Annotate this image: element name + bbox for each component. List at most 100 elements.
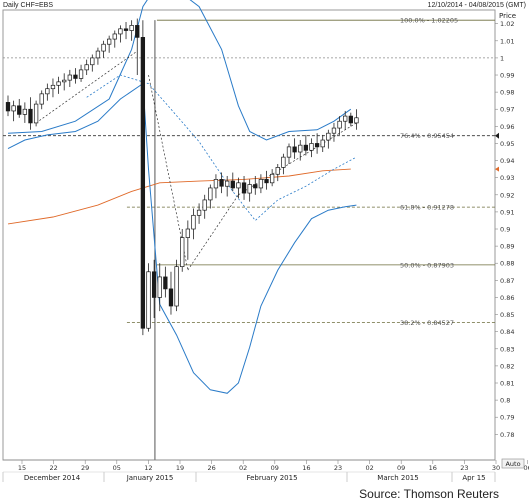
fib-level-label: 50.0% - 0.87903 (400, 261, 454, 269)
candle-up (45, 88, 50, 95)
month-label: December 2014 (24, 474, 81, 482)
candle-up (118, 28, 123, 35)
y-tick-label: 0.78 (500, 431, 514, 439)
candle-down (151, 271, 157, 298)
candle-up (146, 271, 151, 329)
y-tick-label: 0.81 (500, 380, 514, 388)
candle-up (320, 139, 325, 148)
month-label: March 2015 (377, 474, 418, 482)
candle-up (247, 184, 252, 194)
candle-up (354, 117, 359, 124)
month-label: Apr 15 (462, 474, 485, 482)
candle-up (107, 38, 112, 45)
candle-up (191, 214, 196, 230)
candle-down (163, 276, 168, 290)
candle-up (11, 105, 16, 112)
candle-up (298, 144, 303, 153)
x-tick-label: 29 (81, 464, 89, 472)
candle-up (78, 69, 84, 79)
y-tick-label: 0.97 (500, 106, 514, 114)
y-tick-label: 0.99 (500, 72, 514, 80)
ma-price-marker (495, 166, 499, 172)
candle-up (337, 120, 342, 129)
candle-up (269, 173, 275, 184)
candle-up (101, 43, 106, 52)
y-tick-label: 0.89 (500, 243, 514, 251)
candle-up (174, 266, 179, 307)
x-tick-label: 16 (302, 464, 310, 472)
candle-down (168, 288, 174, 307)
candle-down (17, 105, 22, 115)
candle-up (33, 103, 39, 124)
candle-down (73, 74, 78, 79)
y-tick-label: 0.82 (500, 362, 514, 370)
candle-up (326, 132, 331, 141)
y-tick-label: 1.02 (500, 20, 514, 28)
y-tick-label: 0.94 (500, 157, 514, 165)
candle-down (140, 37, 146, 329)
x-tick-label: 15 (18, 464, 26, 472)
auto-scale-label: Auto (505, 460, 520, 468)
candle-up (112, 33, 117, 40)
x-tick-label: 16 (429, 464, 437, 472)
candle-up (157, 276, 162, 298)
lower-band-line (7, 82, 357, 394)
trend-line (238, 122, 357, 196)
candle-up (129, 25, 134, 31)
y-tick-label: 1.01 (500, 37, 514, 45)
fibonacci-levels: 100.0% - 1.02205 76.4% - 0.95454 61.8% - 0… (3, 17, 495, 460)
fib-level-label: 76.4% - 0.95454 (400, 132, 454, 140)
middle-band-line (86, 74, 357, 222)
x-tick-label: 06 (523, 464, 529, 472)
candle-up (22, 108, 28, 115)
x-tick-label: 05 (113, 464, 121, 472)
y-tick-label: 0.92 (500, 191, 514, 199)
candle-down (314, 143, 320, 148)
candle-down (264, 179, 269, 184)
candle-up (62, 79, 67, 83)
y-tick-label: 0.8 (500, 397, 510, 405)
candle-up (225, 180, 230, 187)
candle-up (208, 187, 213, 201)
candle-up (56, 81, 61, 86)
candle-up (309, 143, 314, 151)
x-tick-label: 12 (144, 464, 152, 472)
x-tick-label: 26 (207, 464, 215, 472)
chart-instrument-label: Daily CHF=EBS (3, 2, 53, 9)
candle-up (258, 179, 264, 189)
candle-up (343, 115, 348, 122)
fib-level-label: 61.8% - 0.91278 (400, 204, 454, 212)
candle-up (39, 93, 44, 105)
month-label: January 2015 (126, 474, 174, 482)
y-tick-label: 1 (500, 54, 504, 62)
candle-up (213, 179, 219, 189)
upper-band-line (7, 0, 352, 141)
candle-down (28, 108, 33, 124)
y-tick-label: 0.79 (500, 414, 514, 422)
x-tick-label: 19 (176, 464, 184, 472)
chart-date-range: 12/10/2014 - 04/08/2015 (GMT) (427, 2, 526, 9)
candle-up (275, 167, 280, 175)
candle-down (241, 182, 247, 194)
trend-line (35, 50, 138, 124)
fib-level-label: 38.2% - 0.84527 (400, 319, 454, 327)
candle-down (123, 28, 129, 31)
current-price-marker (495, 132, 499, 139)
candle-up (180, 237, 185, 268)
moving-average-line (7, 168, 351, 225)
candle-up (95, 50, 101, 59)
y-tick-label: 0.84 (500, 328, 514, 336)
auto-scale-button (501, 458, 525, 469)
candle-up (90, 57, 95, 66)
candle-down (219, 179, 224, 187)
trend-line (187, 194, 239, 271)
fib-level-label: 100.0% - 1.02205 (400, 17, 458, 25)
candle-up (281, 156, 286, 168)
y-tick-label: 0.91 (500, 208, 514, 216)
candle-up (202, 199, 207, 211)
x-tick-label: 09 (271, 464, 279, 472)
x-tick-label: 30 (492, 464, 500, 472)
y-tick-label: 0.85 (500, 311, 514, 319)
x-tick-label: 22 (49, 464, 57, 472)
